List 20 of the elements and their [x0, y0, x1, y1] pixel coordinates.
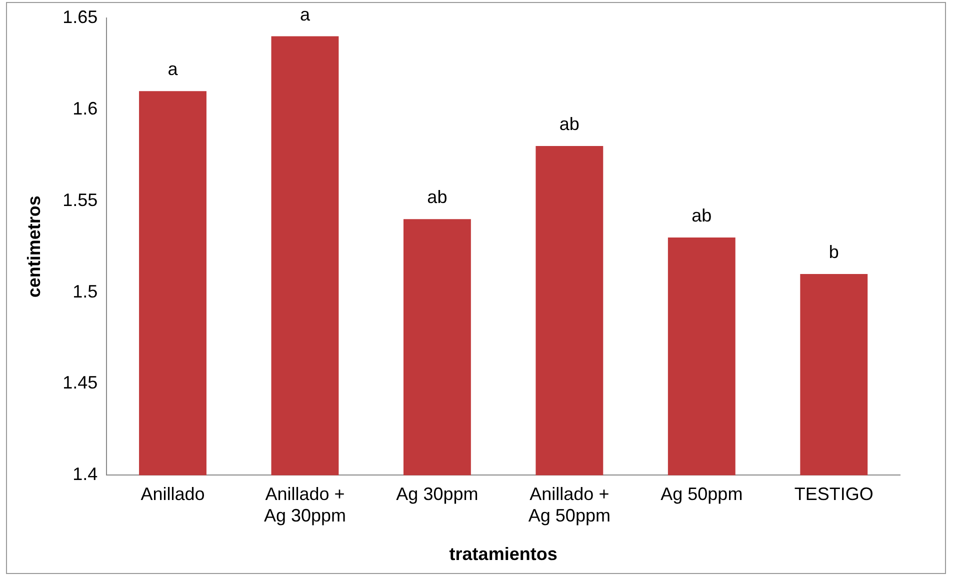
y-tick-label: 1.45 — [62, 372, 98, 393]
y-axis-title: centimetros — [24, 196, 44, 298]
y-tick-label: 1.6 — [72, 98, 98, 118]
x-tick-label: Anillado + Ag 30ppm — [264, 484, 346, 526]
x-tick-label: Ag 50ppm — [660, 484, 743, 504]
data-label: ab — [559, 114, 580, 134]
y-tick-label: 1.65 — [62, 6, 98, 27]
data-label: ab — [427, 187, 448, 208]
data-label: ab — [692, 205, 712, 226]
x-tick-label: Anillado + Ag 50ppm — [528, 484, 610, 526]
x-tick-label: TESTIGO — [794, 484, 874, 504]
y-tick-label: 1.55 — [62, 190, 98, 210]
x-axis-title: tratamientos — [449, 544, 558, 564]
x-tick-label: Ag 30ppm — [396, 484, 478, 504]
y-tick-label: 1.5 — [72, 281, 98, 302]
data-label: a — [300, 4, 311, 24]
data-label: a — [168, 59, 179, 80]
x-tick-label: Anillado — [140, 484, 205, 504]
data-label: b — [828, 242, 839, 262]
y-tick-label: 1.4 — [72, 464, 98, 484]
